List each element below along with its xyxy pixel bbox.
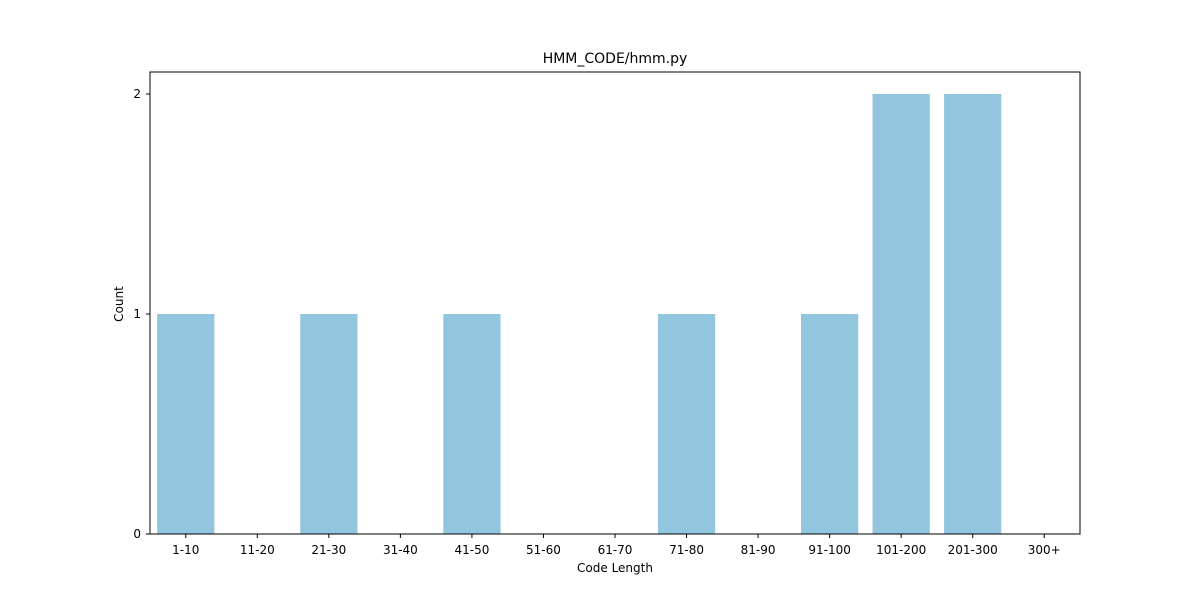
bar: [157, 314, 215, 534]
bars-group: [157, 94, 1002, 534]
y-axis-ticks: 0 1 2: [133, 87, 150, 541]
bar: [443, 314, 501, 534]
x-tick-label: 11-20: [240, 543, 275, 557]
x-axis-ticks: 1-10 11-20 21-30 31-40 41-50 51-60 61-70 71-80 8…: [172, 534, 1061, 557]
bar: [801, 314, 859, 534]
x-tick-label: 71-80: [669, 543, 704, 557]
bar: [872, 94, 930, 534]
x-tick-label: 51-60: [526, 543, 561, 557]
bar: [300, 314, 358, 534]
x-tick-label: 1-10: [172, 543, 199, 557]
x-axis-label: Code Length: [577, 561, 653, 575]
y-tick-label: 2: [133, 87, 141, 101]
bar: [657, 314, 716, 534]
x-tick-label: 201-300: [948, 543, 998, 557]
chart-title: HMM_CODE/hmm.py: [543, 51, 688, 67]
x-tick-label: 91-100: [808, 543, 851, 557]
plot-area-frame: [149, 71, 1081, 535]
y-tick-label: 1: [133, 307, 141, 321]
bar: [944, 94, 1002, 534]
x-tick-label: 41-50: [454, 543, 489, 557]
x-tick-label: 31-40: [383, 543, 418, 557]
y-tick-label: 0: [133, 527, 141, 541]
y-axis-label: Count: [112, 286, 126, 322]
x-tick-label: 81-90: [741, 543, 776, 557]
x-tick-label: 21-30: [311, 543, 346, 557]
x-tick-label: 61-70: [598, 543, 633, 557]
x-tick-label: 300+: [1028, 543, 1061, 557]
x-tick-label: 101-200: [876, 543, 926, 557]
